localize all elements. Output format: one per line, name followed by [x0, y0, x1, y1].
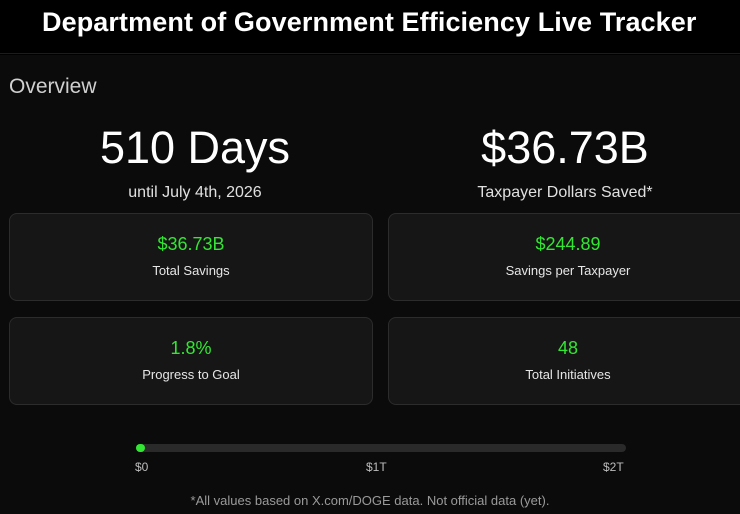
savings-per-taxpayer-card: $244.89 Savings per Taxpayer [388, 213, 740, 301]
scale-label-mid: $1T [366, 460, 387, 474]
countdown-stat: 510 Days until July 4th, 2026 [55, 125, 335, 202]
total-savings-card: $36.73B Total Savings [9, 213, 373, 301]
savings-progress-fill [136, 444, 145, 452]
scale-label-min: $0 [135, 460, 149, 474]
countdown-caption: until July 4th, 2026 [128, 184, 262, 201]
dollars-saved-stat: $36.73B Taxpayer Dollars Saved* [430, 125, 700, 202]
progress-to-goal-value: 1.8% [170, 338, 212, 358]
countdown-value: 510 Days [99, 122, 291, 173]
progress-to-goal-label: Progress to Goal [142, 367, 240, 382]
total-savings-label: Total Savings [152, 263, 230, 278]
header-bar: Department of Government Efficiency Live… [0, 0, 740, 54]
savings-per-taxpayer-value: $244.89 [535, 234, 601, 254]
section-title: Overview [9, 75, 97, 98]
dollars-saved-caption: Taxpayer Dollars Saved* [477, 184, 653, 201]
savings-per-taxpayer-label: Savings per Taxpayer [505, 263, 631, 278]
progress-to-goal-card: 1.8% Progress to Goal [9, 317, 373, 405]
total-initiatives-value: 48 [557, 338, 579, 358]
page-title: Department of Government Efficiency Live… [42, 7, 697, 37]
total-initiatives-label: Total Initiatives [525, 367, 611, 382]
total-savings-value: $36.73B [157, 234, 225, 254]
savings-progress-bar [136, 444, 626, 452]
scale-label-max: $2T [603, 460, 624, 474]
total-initiatives-card: 48 Total Initiatives [388, 317, 740, 405]
data-disclaimer: *All values based on X.com/DOGE data. No… [190, 493, 550, 508]
dollars-saved-value: $36.73B [481, 122, 649, 173]
